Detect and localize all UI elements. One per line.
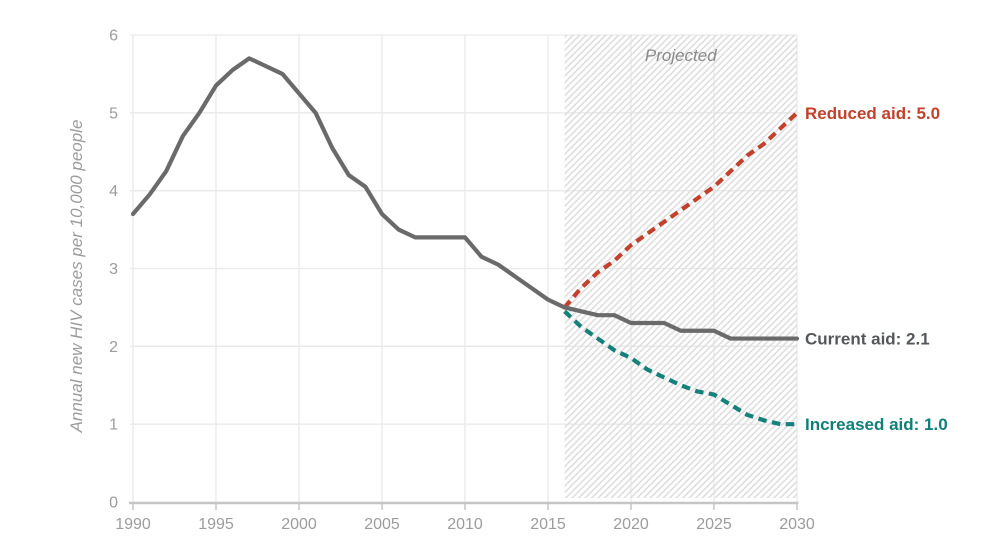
y-tick-label: 6 [109,28,118,45]
y-tick-label: 2 [109,339,118,356]
x-tick-label: 1995 [198,516,234,533]
series-label-current-aid: Current aid: 2.1 [805,330,930,349]
series-line-increased-aid [563,309,797,427]
y-tick-label: 5 [109,105,118,122]
x-tick-label: 2020 [613,516,649,533]
y-axis-title: Annual new HIV cases per 10,000 people [67,120,86,434]
x-tick-label: 2010 [447,516,483,533]
x-tick-label: 2005 [364,516,400,533]
series-end-labels: Reduced aid: 5.0 Current aid: 2.1 Increase… [805,104,948,434]
x-axis: 1990 1995 2000 2005 2010 2015 2020 2025 2030 [115,501,815,533]
y-tick-label: 0 [109,495,118,512]
x-tick-label: 2000 [281,516,317,533]
series-lines [130,56,800,427]
x-tick-label: 2025 [696,516,732,533]
y-axis: 0 1 2 3 4 5 6 [109,28,118,512]
y-tick-label: 1 [109,417,118,434]
x-tick-label: 1990 [115,516,151,533]
y-tick-label: 3 [109,261,118,278]
series-label-increased-aid: Increased aid: 1.0 [805,415,948,434]
series-line-historical [130,56,567,310]
projected-region [564,35,797,498]
x-tick-label: 2015 [530,516,566,533]
series-line-current-aid [562,305,800,341]
series-label-reduced-aid: Reduced aid: 5.0 [805,104,940,123]
projected-region-label: Projected [645,46,717,65]
x-tick-label: 2030 [779,516,815,533]
y-tick-label: 4 [109,183,118,200]
